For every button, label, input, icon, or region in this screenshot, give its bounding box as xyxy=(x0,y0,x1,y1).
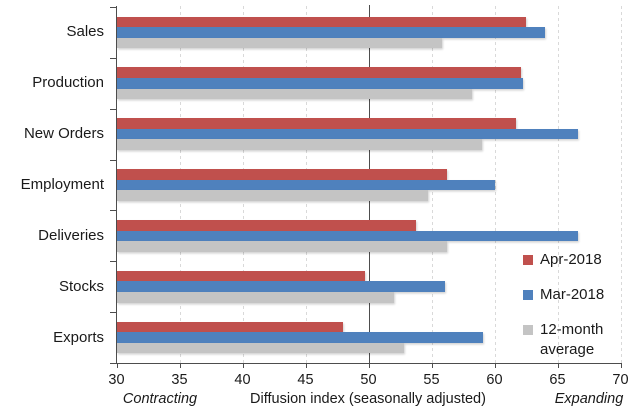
bar-mar-2018-production xyxy=(117,77,524,89)
bar-apr-2018-new-orders xyxy=(117,118,516,129)
bar-apr-2018-exports xyxy=(117,321,344,333)
x-axis-tick-45 xyxy=(305,363,307,368)
legend-label: Apr-2018 xyxy=(540,251,602,268)
legend-item-12-month-average: 12-month average xyxy=(523,320,603,360)
x-tick-label-50: 50 xyxy=(360,372,377,388)
legend-label: Mar-2018 xyxy=(540,286,605,303)
x-axis-annotation-expanding: Expanding xyxy=(554,391,624,407)
legend-item-apr-2018: Apr-2018 xyxy=(523,250,602,270)
legend-swatch-12-month-icon xyxy=(523,325,533,335)
y-axis-tick xyxy=(110,363,116,364)
x-axis-tick-55 xyxy=(431,363,433,368)
x-axis-annotation-contracting: Contracting xyxy=(122,391,198,407)
category-label-production: Production xyxy=(32,74,104,92)
y-axis-tick xyxy=(110,312,116,314)
bar-mar-2018-deliveries xyxy=(117,230,578,242)
x-tick-label-70: 70 xyxy=(612,372,629,388)
x-axis-tick-50 xyxy=(368,363,370,368)
y-axis-tick xyxy=(110,261,116,263)
bar-12-month-average-new-orders xyxy=(117,139,482,151)
category-label-sales: Sales xyxy=(66,23,104,41)
bar-apr-2018-deliveries xyxy=(117,219,417,231)
bar-12-month-average-production xyxy=(117,88,472,100)
legend-swatch-apr-2018-icon xyxy=(523,255,533,265)
y-axis-tick xyxy=(110,210,116,212)
x-tick-label-35: 35 xyxy=(171,372,188,388)
bar-12-month-average-deliveries xyxy=(117,241,447,252)
x-axis-tick-60 xyxy=(494,363,496,368)
bar-apr-2018-stocks xyxy=(117,270,365,282)
gridline-60 xyxy=(494,6,496,363)
x-axis-tick-70 xyxy=(620,363,622,368)
bar-mar-2018-stocks xyxy=(117,281,446,292)
bar-mar-2018-employment xyxy=(117,179,495,191)
bar-12-month-average-sales xyxy=(117,37,442,49)
bar-apr-2018-employment xyxy=(117,169,447,180)
gridline-65 xyxy=(557,6,559,363)
bar-apr-2018-production xyxy=(117,67,521,78)
x-axis-tick-65 xyxy=(557,363,559,368)
x-tick-label-45: 45 xyxy=(297,372,314,388)
category-label-new-orders: New Orders xyxy=(23,125,104,143)
category-label-deliveries: Deliveries xyxy=(38,226,104,244)
x-tick-label-65: 65 xyxy=(549,372,566,388)
x-axis-tick-40 xyxy=(242,363,244,368)
legend-item-mar-2018: Mar-2018 xyxy=(523,285,604,305)
bar-12-month-average-stocks xyxy=(117,292,394,303)
bar-mar-2018-exports xyxy=(117,332,484,343)
y-axis-tick xyxy=(110,7,116,8)
x-tick-label-30: 30 xyxy=(108,372,125,388)
x-axis-tick-35 xyxy=(179,363,181,368)
bar-mar-2018-sales xyxy=(117,27,545,38)
y-axis-tick xyxy=(110,159,116,161)
category-label-exports: Exports xyxy=(53,328,104,346)
x-axis-tick-30 xyxy=(116,363,118,368)
bar-12-month-average-exports xyxy=(117,342,404,354)
bar-apr-2018-sales xyxy=(117,16,526,28)
y-axis-tick xyxy=(110,57,116,59)
x-tick-label-60: 60 xyxy=(486,372,503,388)
y-axis-tick xyxy=(110,108,116,110)
bar-mar-2018-new-orders xyxy=(117,128,578,140)
legend-label: 12-month average xyxy=(540,321,604,358)
gridline-70 xyxy=(620,6,622,363)
legend-swatch-mar-2018-icon xyxy=(523,290,533,300)
y-axis-line xyxy=(116,6,117,363)
bar-12-month-average-employment xyxy=(117,190,428,201)
x-tick-label-55: 55 xyxy=(423,372,440,388)
x-axis-title: Diffusion index (seasonally adjusted) xyxy=(250,391,486,407)
x-tick-label-40: 40 xyxy=(234,372,251,388)
category-label-stocks: Stocks xyxy=(58,277,104,295)
category-label-employment: Employment xyxy=(20,176,104,193)
